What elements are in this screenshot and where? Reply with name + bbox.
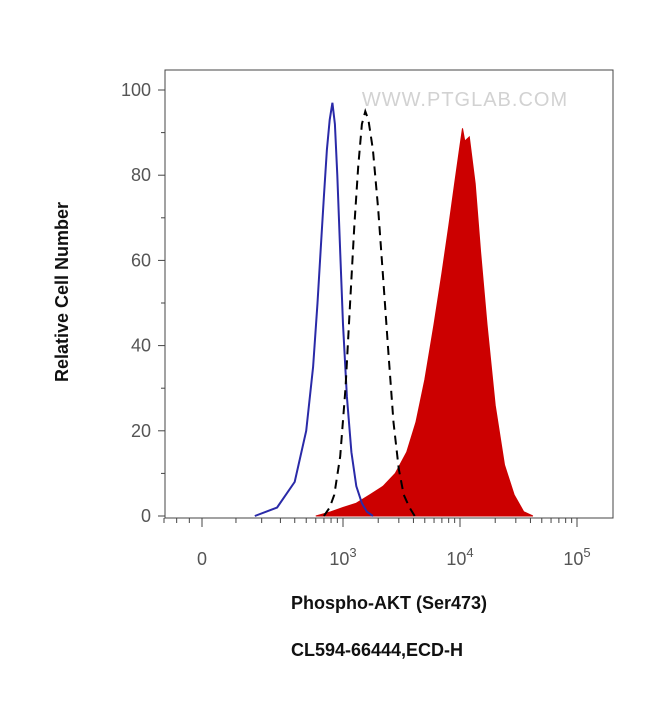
y-tick-label: 0: [141, 506, 151, 526]
y-axis-title: Relative Cell Number: [52, 202, 72, 382]
watermark: WWW.PTGLAB.COM: [362, 89, 568, 111]
x-axis-ticks: 0 103 104 105: [163, 518, 591, 569]
plot-frame: [164, 69, 614, 519]
series-layer: [254, 102, 534, 517]
figure-caption: CL594-66444,ECD-H: [291, 640, 463, 660]
series-solid-histogram: [254, 102, 374, 517]
series-filled-histogram: [315, 128, 534, 517]
x-tick-label: 0: [197, 549, 207, 569]
y-axis-ticks: 0 20 40 60 80 100: [121, 80, 165, 526]
x-tick-label: 105: [563, 545, 590, 569]
y-tick-label: 20: [131, 421, 151, 441]
x-axis-title: Phospho-AKT (Ser473): [291, 593, 487, 613]
y-tick-label: 80: [131, 165, 151, 185]
x-tick-label: 104: [446, 545, 473, 569]
y-tick-label: 100: [121, 80, 151, 100]
y-tick-label: 60: [131, 250, 151, 270]
series-dashed-histogram: [323, 107, 416, 517]
y-tick-label: 40: [131, 336, 151, 356]
x-tick-label: 103: [329, 545, 356, 569]
